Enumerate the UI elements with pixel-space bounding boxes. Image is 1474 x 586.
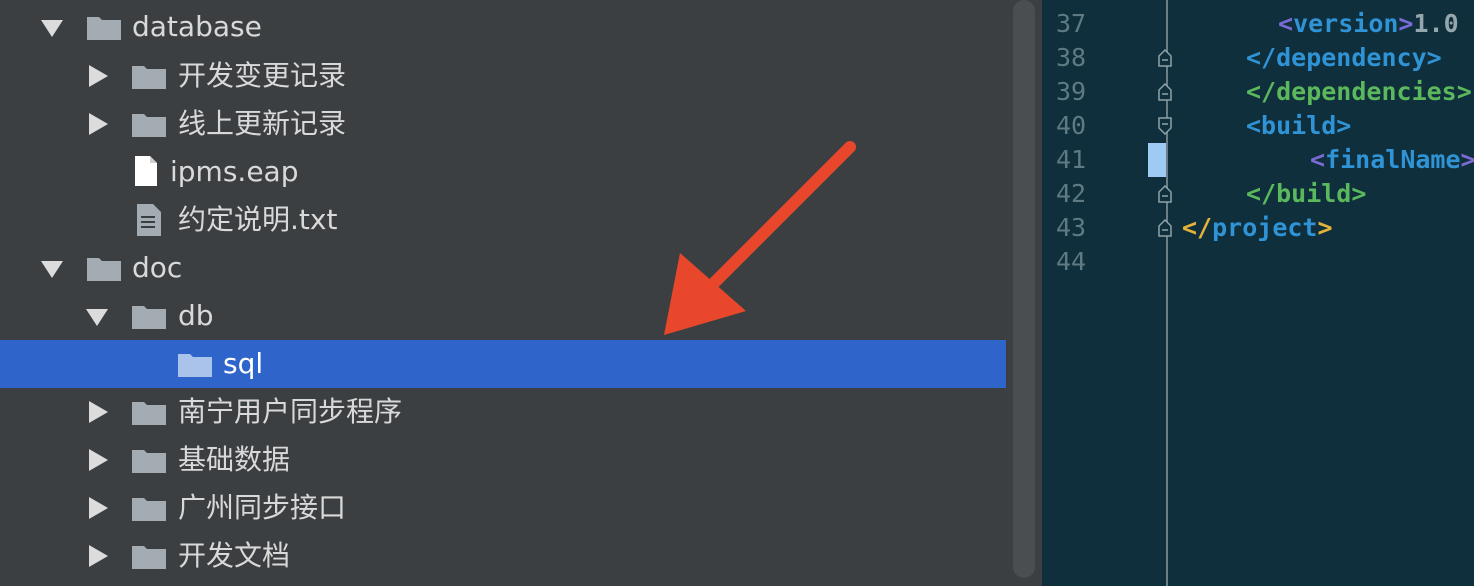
- collapse-arrow-icon[interactable]: [89, 545, 108, 567]
- code-line-42: </build>: [1246, 179, 1367, 208]
- folder-icon: [132, 114, 166, 137]
- code-token: <: [1278, 9, 1294, 38]
- annotation-arrow-icon: [664, 141, 856, 335]
- tree-item-folder[interactable]: 广州同步接口: [0, 484, 1006, 532]
- line-number: 43: [1056, 213, 1087, 242]
- tree-item-file[interactable]: ipms.eap: [0, 148, 1006, 196]
- fold-marker-icon[interactable]: [1158, 49, 1172, 67]
- tree-scrollbar[interactable]: [1013, 0, 1035, 578]
- tree-item-label: 广州同步接口: [178, 491, 347, 524]
- folder-icon: [132, 66, 166, 89]
- folder-icon: [132, 450, 166, 473]
- caret-line-marker: [1148, 143, 1166, 177]
- line-number: 44: [1056, 247, 1087, 276]
- indent-guide: [1166, 0, 1168, 586]
- fold-marker-icon[interactable]: [1158, 219, 1172, 237]
- code-token: >: [1398, 9, 1414, 38]
- code-token: version: [1293, 9, 1399, 38]
- fold-marker-icon[interactable]: [1158, 185, 1172, 203]
- folder-icon: [178, 354, 212, 377]
- fold-marker-icon[interactable]: [1158, 117, 1172, 135]
- tree-item-label: 基础数据: [178, 443, 291, 476]
- tree-item-label: 开发变更记录: [178, 59, 347, 92]
- tree-item-label: ipms.eap: [170, 155, 299, 188]
- code-token: >: [1317, 213, 1333, 242]
- project-tree: database 开发变更记录 线上更新记录 ipms.eap 约定说明.txt…: [0, 3, 1006, 580]
- expand-arrow-icon[interactable]: [41, 20, 63, 37]
- text-file-icon: [137, 204, 161, 236]
- tree-item-sql-selected[interactable]: sql: [0, 340, 1006, 388]
- collapse-arrow-icon[interactable]: [89, 449, 108, 471]
- tree-item-database[interactable]: database: [0, 3, 1006, 51]
- code-editor[interactable]: [1042, 0, 1474, 586]
- tree-item-folder[interactable]: 线上更新记录: [0, 100, 1006, 148]
- folder-icon: [87, 258, 121, 281]
- tree-item-label: 线上更新记录: [178, 107, 347, 140]
- code-line-43: </project>: [1182, 211, 1333, 245]
- expand-arrow-icon[interactable]: [86, 309, 108, 326]
- folder-icon: [87, 17, 121, 40]
- line-number: 42: [1056, 179, 1087, 208]
- collapse-arrow-icon[interactable]: [89, 65, 108, 87]
- tree-item-label: database: [132, 10, 262, 43]
- line-number: 38: [1056, 43, 1087, 72]
- tree-item-label: 开发文档: [178, 539, 291, 572]
- tree-item-folder[interactable]: 基础数据: [0, 436, 1006, 484]
- code-token: finalName: [1325, 145, 1461, 174]
- collapse-arrow-icon[interactable]: [89, 401, 108, 423]
- tree-item-folder[interactable]: 开发变更记录: [0, 52, 1006, 100]
- code-line-39: </dependencies>: [1246, 77, 1472, 106]
- folder-icon: [132, 306, 166, 329]
- expand-arrow-icon[interactable]: [41, 261, 63, 278]
- tree-item-folder[interactable]: 南宁用户同步程序: [0, 388, 1006, 436]
- tree-item-file[interactable]: 约定说明.txt: [0, 196, 1006, 244]
- tree-item-label: doc: [132, 251, 183, 284]
- code-line-41: <finalName>: [1310, 143, 1474, 177]
- tree-item-label: sql: [223, 347, 264, 380]
- line-number: 37: [1056, 9, 1087, 38]
- tree-item-folder[interactable]: 开发文档: [0, 532, 1006, 580]
- tree-item-label: 南宁用户同步程序: [178, 395, 403, 428]
- code-line-38: </dependency>: [1246, 43, 1442, 72]
- code-token: project: [1212, 213, 1318, 242]
- folder-icon: [132, 402, 166, 425]
- tree-item-doc[interactable]: doc: [0, 244, 1006, 292]
- code-token: <: [1310, 145, 1326, 174]
- collapse-arrow-icon[interactable]: [89, 113, 108, 135]
- collapse-arrow-icon[interactable]: [89, 497, 108, 519]
- line-number: 41: [1056, 145, 1087, 174]
- file-icon: [135, 156, 157, 186]
- line-number: 40: [1056, 111, 1087, 140]
- tree-item-label: db: [178, 299, 214, 332]
- fold-marker-icon[interactable]: [1158, 83, 1172, 101]
- code-line-40: <build>: [1246, 111, 1352, 140]
- folder-icon: [132, 546, 166, 569]
- code-token: 1.0: [1413, 9, 1459, 38]
- code-token: </: [1182, 213, 1213, 242]
- code-token: >: [1460, 145, 1474, 174]
- code-line-37: <version>1.0: [1278, 7, 1459, 41]
- tree-item-label: 约定说明.txt: [178, 203, 338, 236]
- line-number: 39: [1056, 77, 1087, 106]
- folder-icon: [132, 498, 166, 521]
- tree-item-db[interactable]: db: [0, 292, 1006, 340]
